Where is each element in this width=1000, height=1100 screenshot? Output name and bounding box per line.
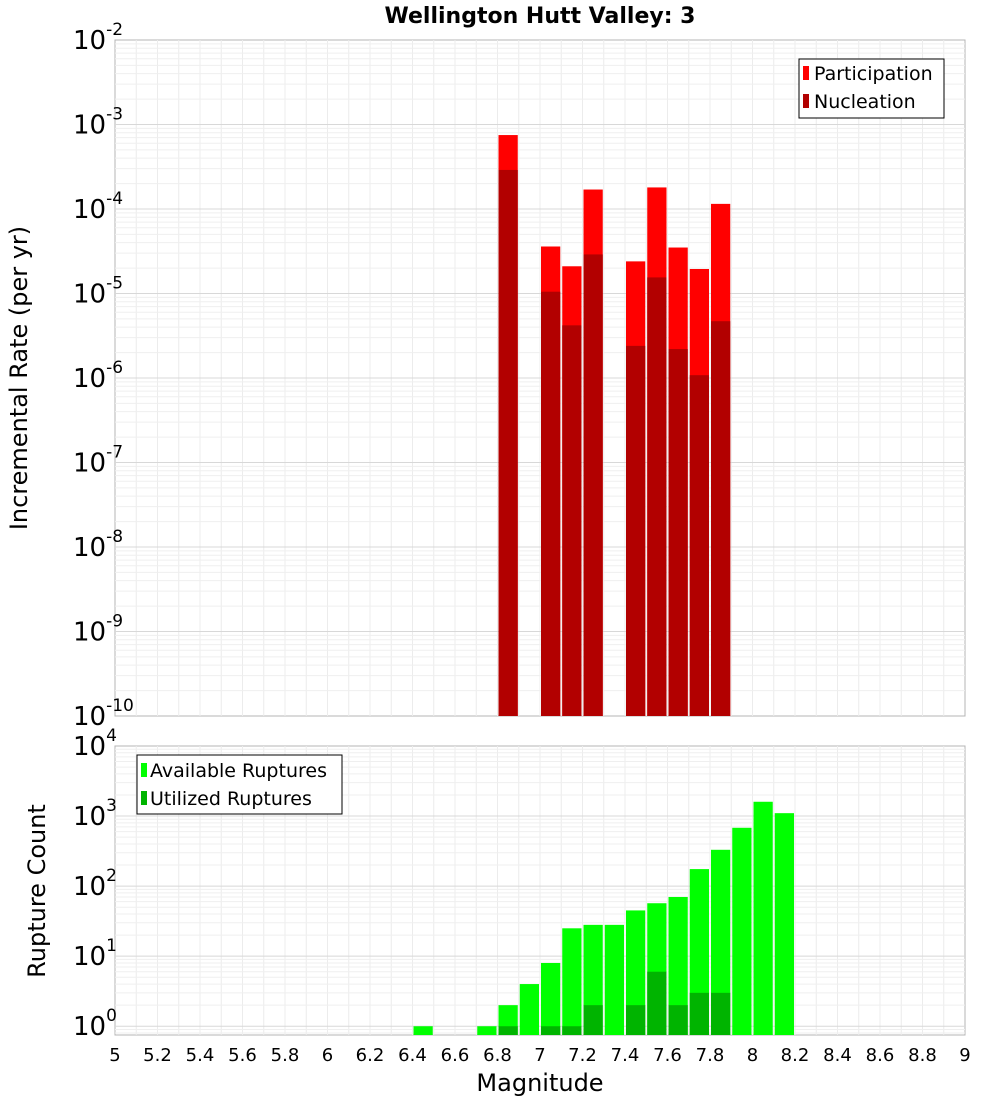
x-tick-label: 5.4 <box>186 1045 215 1066</box>
legend-label-available-ruptures: Available Ruptures <box>150 760 327 782</box>
y-tick-label: 10-10 <box>73 696 134 732</box>
bar-nucleation <box>562 325 582 716</box>
bar-available-ruptures <box>626 910 646 1035</box>
x-tick-label: 5.8 <box>271 1045 300 1066</box>
bar-utilized-ruptures <box>689 992 709 1035</box>
x-tick-label: 6.2 <box>356 1045 385 1066</box>
bar-nucleation <box>647 277 667 716</box>
bottom-y-tick-labels: 104 103 102 101 100 <box>73 726 117 1042</box>
bar-available-ruptures <box>732 827 752 1035</box>
legend-label-participation: Participation <box>814 63 933 85</box>
bar-available-ruptures <box>541 962 561 1035</box>
y-tick-label: 10-2 <box>73 20 123 56</box>
legend-swatch-utilized-ruptures <box>141 791 147 805</box>
y-tick-label: 100 <box>73 1006 117 1042</box>
x-tick-label: 8.8 <box>908 1045 937 1066</box>
bottom-legend: Available Ruptures Utilized Ruptures <box>136 754 343 815</box>
bar-nucleation <box>498 169 518 716</box>
y-tick-label: 10-3 <box>73 105 123 141</box>
bar-nucleation <box>583 254 603 716</box>
y-tick-label: 10-7 <box>73 443 123 479</box>
x-tick-labels: 5 5.2 5.4 5.6 5.8 6 6.2 6.4 6.6 6.8 7 7.2 7.4 7.6 7.8 8… <box>109 1045 970 1066</box>
bar-available-ruptures <box>562 928 582 1035</box>
x-tick-label: 9 <box>959 1045 970 1066</box>
y-tick-label: 10-8 <box>73 527 123 563</box>
top-gridlines <box>115 40 965 716</box>
bottom-legend-box <box>136 754 343 815</box>
y-tick-label: 102 <box>73 866 117 902</box>
bar-utilized-ruptures <box>583 1005 603 1035</box>
x-tick-label: 5.2 <box>143 1045 172 1066</box>
bottom-bars <box>413 801 794 1035</box>
bottom-gridlines <box>115 746 965 1035</box>
x-tick-label: 6.6 <box>441 1045 470 1066</box>
bar-available-ruptures <box>753 801 773 1035</box>
bar-available-ruptures <box>413 1026 433 1035</box>
x-tick-label: 7.8 <box>696 1045 725 1066</box>
x-tick-label: 6.4 <box>398 1045 427 1066</box>
bar-available-ruptures <box>668 896 688 1035</box>
bar-nucleation <box>689 375 709 716</box>
bar-utilized-ruptures <box>711 992 731 1035</box>
bar-utilized-ruptures <box>626 1005 646 1035</box>
bar-utilized-ruptures <box>498 1026 518 1035</box>
x-tick-label: 5 <box>109 1045 120 1066</box>
x-tick-label: 7.2 <box>568 1045 597 1066</box>
legend-swatch-available-ruptures <box>141 763 147 777</box>
x-tick-label: 8.6 <box>866 1045 895 1066</box>
bar-utilized-ruptures <box>647 971 667 1035</box>
top-plot-panel: 10-2 10-3 10-4 10-5 10-6 10-7 10-8 10-9 10-10 In… <box>5 20 966 732</box>
bar-nucleation <box>711 321 731 716</box>
x-tick-label: 6.8 <box>483 1045 512 1066</box>
x-tick-label: 5.6 <box>228 1045 257 1066</box>
legend-swatch-nucleation <box>803 94 809 108</box>
x-tick-label: 6 <box>322 1045 333 1066</box>
legend-swatch-participation <box>803 66 809 80</box>
y-tick-label: 103 <box>73 796 117 832</box>
bar-nucleation <box>626 345 646 716</box>
bar-available-ruptures <box>519 984 539 1035</box>
x-tick-label: 8.4 <box>823 1045 852 1066</box>
legend-label-utilized-ruptures: Utilized Ruptures <box>150 788 312 810</box>
x-axis-label: Magnitude <box>476 1069 603 1097</box>
bar-available-ruptures <box>477 1026 497 1035</box>
bar-nucleation <box>668 349 688 716</box>
top-bars <box>498 135 731 717</box>
y-tick-label: 10-6 <box>73 358 123 394</box>
top-legend-box <box>798 58 945 119</box>
bar-available-ruptures <box>774 813 794 1035</box>
x-tick-label: 8.2 <box>781 1045 810 1066</box>
x-tick-label: 7.6 <box>653 1045 682 1066</box>
y-tick-label: 10-9 <box>73 612 123 648</box>
bar-utilized-ruptures <box>541 1026 561 1035</box>
x-tick-label: 7.4 <box>611 1045 640 1066</box>
bar-utilized-ruptures <box>668 1005 688 1035</box>
top-legend: Participation Nucleation <box>798 58 945 119</box>
y-tick-label: 104 <box>73 726 117 762</box>
top-y-axis-label: Incremental Rate (per yr) <box>5 226 33 530</box>
chart-title: Wellington Hutt Valley: 3 <box>385 4 696 29</box>
bar-available-ruptures <box>604 924 624 1035</box>
top-y-tick-labels: 10-2 10-3 10-4 10-5 10-6 10-7 10-8 10-9 10-10 <box>73 20 134 732</box>
x-tick-label: 8 <box>747 1045 758 1066</box>
bottom-y-axis-label: Rupture Count <box>23 804 51 978</box>
y-tick-label: 10-4 <box>73 189 123 225</box>
y-tick-label: 101 <box>73 936 117 972</box>
bar-available-ruptures <box>711 849 731 1035</box>
bottom-plot-panel: 104 103 102 101 100 5 5.2 5.4 5.6 5.8 6 6.2 6.4 6.6 6… <box>23 726 971 1097</box>
bar-nucleation <box>541 291 561 716</box>
x-tick-label: 7 <box>534 1045 545 1066</box>
y-tick-label: 10-5 <box>73 274 123 310</box>
legend-label-nucleation: Nucleation <box>814 91 916 113</box>
bar-utilized-ruptures <box>562 1026 582 1035</box>
